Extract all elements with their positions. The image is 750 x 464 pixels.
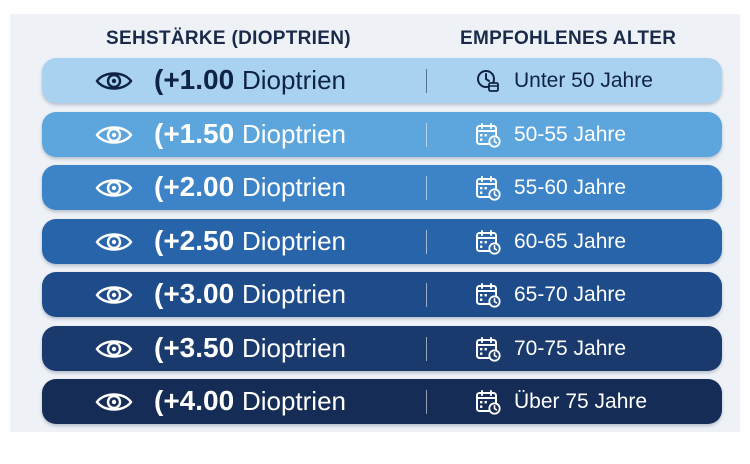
calendar-clock-icon (476, 283, 501, 308)
table-header: SEHSTÄRKE (DIOPTRIEN) EMPFOHLENES ALTER (10, 14, 740, 60)
row-divider (426, 176, 427, 200)
diopter-value: (+4.00 Dioptrien (154, 385, 346, 417)
header-age: EMPFOHLENES ALTER (460, 28, 677, 49)
diopter-number: (+3.50 (154, 331, 235, 363)
diopter-number: (+2.50 (154, 224, 235, 256)
row-divider (426, 122, 427, 147)
diopter-unit: Dioptrien (241, 118, 347, 149)
diopter-value: (+2.50 Dioptrien (154, 225, 346, 257)
diopter-unit: Dioptrien (241, 225, 347, 256)
diopter-unit: Dioptrien (241, 172, 347, 202)
age-range: 65-70 Jahre (514, 283, 627, 306)
calendar-clock-icon (476, 176, 501, 201)
age-range: 70-75 Jahre (514, 336, 627, 360)
age-range: Unter 50 Jahre (514, 69, 653, 92)
row-divider (426, 336, 427, 361)
calendar-clock-icon (476, 390, 501, 415)
row-divider (426, 69, 427, 93)
table-row: (+1.00 Dioptrien Unter 50 Jahre (42, 58, 722, 103)
eye-icon (95, 179, 133, 197)
calendar-clock-icon (476, 122, 501, 148)
diopter-number: (+1.00 (154, 64, 235, 95)
diopter-number: (+3.00 (154, 278, 235, 309)
age-range: 50-55 Jahre (514, 122, 627, 146)
eye-icon (95, 72, 133, 90)
diopter-value: (+1.50 Dioptrien (154, 118, 346, 150)
table-row: (+4.00 Dioptrien Über 75 Jahre (42, 379, 722, 424)
age-range: 55-60 Jahre (514, 176, 627, 199)
eye-icon (95, 125, 133, 144)
eye-icon (95, 232, 133, 251)
diopter-unit: Dioptrien (241, 65, 347, 95)
diopter-value: (+3.00 Dioptrien (154, 278, 346, 310)
row-divider (426, 229, 427, 254)
diopter-number: (+4.00 (154, 385, 235, 416)
clock-calendar-icon (477, 70, 499, 92)
table-row: (+3.00 Dioptrien 65-70 Jahre (42, 272, 722, 317)
diopter-table: SEHSTÄRKE (DIOPTRIEN) EMPFOHLENES ALTER … (10, 14, 740, 432)
age-range: 60-65 Jahre (514, 229, 627, 253)
header-diopter: SEHSTÄRKE (DIOPTRIEN) (106, 28, 351, 49)
table-row: (+3.50 Dioptrien 70-75 Jahre (42, 325, 722, 371)
row-divider (426, 283, 427, 307)
table-row: (+1.50 Dioptrien 50-55 Jahre (42, 111, 722, 157)
eye-icon (95, 286, 133, 304)
age-range: Über 75 Jahre (514, 390, 648, 413)
diopter-value: (+1.00 Dioptrien (154, 64, 346, 96)
diopter-number: (+2.00 (154, 171, 235, 202)
eye-icon (95, 339, 133, 358)
table-row: (+2.00 Dioptrien 55-60 Jahre (42, 165, 722, 210)
calendar-clock-icon (476, 336, 501, 362)
row-divider (426, 390, 427, 414)
diopter-unit: Dioptrien (241, 386, 347, 416)
diopter-value: (+3.50 Dioptrien (154, 332, 346, 364)
diopter-number: (+1.50 (154, 117, 235, 149)
calendar-clock-icon (476, 229, 501, 255)
eye-icon (95, 393, 133, 411)
diopter-unit: Dioptrien (241, 332, 347, 363)
diopter-value: (+2.00 Dioptrien (154, 171, 346, 203)
table-row: (+2.50 Dioptrien 60-65 Jahre (42, 218, 722, 264)
diopter-unit: Dioptrien (241, 279, 347, 309)
